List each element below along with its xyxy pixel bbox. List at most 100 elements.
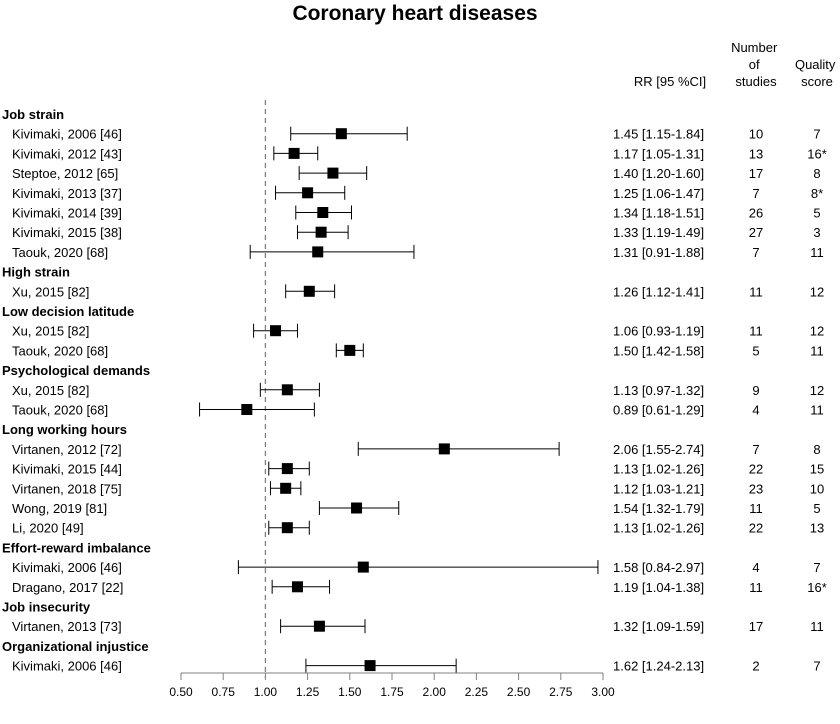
quality-score: 7 xyxy=(813,127,820,142)
chart-title: Coronary heart diseases xyxy=(292,2,537,25)
number-of-studies: 17 xyxy=(749,619,763,634)
point-estimate-marker xyxy=(357,561,369,573)
point-estimate-marker xyxy=(364,660,376,672)
number-of-studies: 11 xyxy=(749,284,763,299)
quality-score: 12 xyxy=(810,324,824,339)
point-estimate-marker xyxy=(344,344,356,356)
quality-score: 7 xyxy=(813,560,820,575)
rr-value: 2.06 [1.55-2.74] xyxy=(613,442,704,457)
quality-score: 10 xyxy=(810,481,824,496)
number-of-studies: 7 xyxy=(752,245,759,260)
study-label: Virtanen, 2012 [72] xyxy=(12,442,122,457)
rr-value: 1.06 [0.93-1.19] xyxy=(613,324,704,339)
rr-value: 1.13 [1.02-1.26] xyxy=(613,521,704,536)
quality-score: 15 xyxy=(810,462,824,477)
point-estimate-marker xyxy=(302,187,314,199)
x-tick-label: 1.25 xyxy=(296,685,320,699)
rr-value: 1.13 [0.97-1.32] xyxy=(613,383,704,398)
rr-value: 0.89 [0.61-1.29] xyxy=(613,403,704,418)
number-of-studies: 17 xyxy=(749,166,763,181)
number-of-studies: 27 xyxy=(749,225,763,240)
number-of-studies: 4 xyxy=(752,403,759,418)
x-tick-label: 1.75 xyxy=(380,685,404,699)
number-of-studies: 2 xyxy=(752,659,759,674)
group-label: Job insecurity xyxy=(2,600,91,615)
rr-value: 1.31 [0.91-1.88] xyxy=(613,245,704,260)
x-tick-label: 2.50 xyxy=(507,685,531,699)
study-label: Taouk, 2020 [68] xyxy=(12,245,108,260)
study-label: Kivimaki, 2006 [46] xyxy=(12,659,122,674)
rr-column-header: RR [95 %CI] xyxy=(634,74,706,89)
x-tick-label: 0.50 xyxy=(169,685,193,699)
study-label: Xu, 2015 [82] xyxy=(12,284,89,299)
quality-column-header: Quality score xyxy=(795,57,839,89)
number-of-studies: 7 xyxy=(752,186,759,201)
point-estimate-marker xyxy=(280,482,292,494)
quality-score: 5 xyxy=(813,501,820,516)
study-label: Kivimaki, 2006 [46] xyxy=(12,560,122,575)
study-label: Dragano, 2017 [22] xyxy=(12,580,123,595)
rr-value: 1.13 [1.02-1.26] xyxy=(613,462,704,477)
quality-header-line-1: Quality xyxy=(795,57,836,72)
study-label: Taouk, 2020 [68] xyxy=(12,403,108,418)
point-estimate-marker xyxy=(281,463,293,475)
study-label: Xu, 2015 [82] xyxy=(12,383,89,398)
number-of-studies: 11 xyxy=(749,501,763,516)
study-label: Kivimaki, 2015 [38] xyxy=(12,225,122,240)
rr-value: 1.34 [1.18-1.51] xyxy=(613,206,704,221)
point-estimate-marker xyxy=(335,128,347,140)
x-tick-label: 2.75 xyxy=(549,685,573,699)
number-of-studies: 4 xyxy=(752,560,759,575)
x-tick-label: 1.00 xyxy=(254,685,278,699)
number-of-studies: 5 xyxy=(752,343,759,358)
rr-value: 1.19 [1.04-1.38] xyxy=(613,580,704,595)
point-estimate-marker xyxy=(312,246,324,258)
quality-score: 11 xyxy=(810,619,824,634)
quality-score: 11 xyxy=(810,245,824,260)
study-label: Kivimaki, 2006 [46] xyxy=(12,127,122,142)
number-of-studies: 11 xyxy=(749,324,763,339)
rr-value: 1.54 [1.32-1.79] xyxy=(613,501,704,516)
quality-score: 8* xyxy=(811,186,823,201)
group-label: Low decision latitude xyxy=(2,304,134,319)
rr-value: 1.12 [1.03-1.21] xyxy=(613,481,704,496)
rr-value: 1.40 [1.20-1.60] xyxy=(613,166,704,181)
point-estimate-marker xyxy=(303,285,315,297)
point-estimate-marker xyxy=(327,167,339,179)
group-label: High strain xyxy=(2,265,70,280)
point-estimate-marker xyxy=(317,207,329,218)
quality-score: 16* xyxy=(807,580,827,595)
point-estimate-marker xyxy=(241,404,253,415)
study-label: Steptoe, 2012 [65] xyxy=(12,166,118,181)
number-of-studies: 9 xyxy=(752,383,759,398)
rr-value: 1.26 [1.12-1.41] xyxy=(613,284,704,299)
quality-score: 16* xyxy=(807,146,827,161)
group-label: Effort-reward imbalance xyxy=(2,540,151,555)
study-label: Virtanen, 2013 [73] xyxy=(12,619,122,634)
point-estimate-marker xyxy=(270,325,282,337)
quality-score: 3 xyxy=(813,225,820,240)
number-of-studies: 22 xyxy=(749,521,763,536)
number-of-studies: 13 xyxy=(749,146,763,161)
number-of-studies: 11 xyxy=(749,580,763,595)
number-of-studies: 22 xyxy=(749,462,763,477)
x-tick-label: 2.00 xyxy=(423,685,447,699)
point-estimate-marker xyxy=(313,620,325,632)
point-estimate-marker xyxy=(281,522,293,534)
studies-header-line-3: studies xyxy=(735,74,777,89)
quality-score: 11 xyxy=(810,403,824,418)
studies-header-line-2: of xyxy=(749,57,760,72)
study-label: Kivimaki, 2015 [44] xyxy=(12,462,122,477)
point-estimate-marker xyxy=(288,147,300,159)
quality-score: 11 xyxy=(810,343,824,358)
group-label: Job strain xyxy=(2,107,64,122)
point-estimate-marker xyxy=(315,226,327,238)
group-label: Organizational injustice xyxy=(2,639,149,654)
study-label: Li, 2020 [49] xyxy=(12,521,84,536)
quality-score: 5 xyxy=(813,206,820,221)
x-tick-label: 1.50 xyxy=(338,685,362,699)
number-of-studies: 23 xyxy=(749,481,763,496)
study-label: Kivimaki, 2012 [43] xyxy=(12,146,122,161)
study-label: Taouk, 2020 [68] xyxy=(12,343,108,358)
